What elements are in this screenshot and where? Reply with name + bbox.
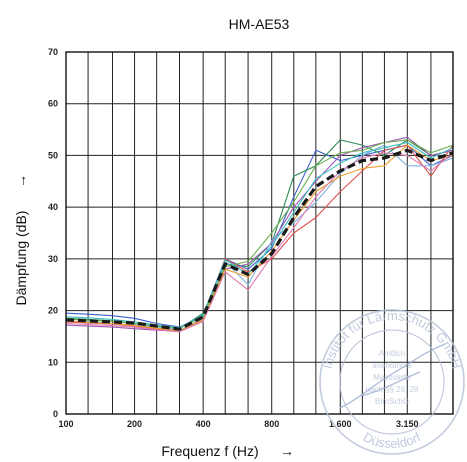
y-tick-label-0: 0 — [53, 409, 58, 419]
institute-stamp: Institut für Lärmschutz GmbH Düsseldorf … — [319, 308, 465, 455]
y-tick-label-6: 60 — [48, 99, 58, 109]
chart-title: HM-AE53 — [229, 16, 290, 32]
series-line-2 — [65, 144, 454, 332]
y-tick-label-5: 50 — [48, 150, 58, 160]
series-line-4 — [65, 144, 454, 331]
x-axis-label-arrow: → — [280, 443, 294, 459]
series-line-0 — [65, 144, 454, 328]
stamp-outer-bottom-text: Düsseldorf — [361, 429, 423, 451]
x-tick-label-4: 1.600 — [329, 419, 352, 429]
y-tick-labels: 0 10 20 30 40 50 60 70 — [48, 47, 58, 419]
series-lines — [65, 136, 454, 333]
stamp-line-2: anerkannte — [372, 361, 413, 370]
x-tick-label-1: 200 — [127, 419, 142, 429]
stamp-line-3: Messstelle — [373, 373, 411, 382]
series-line-5 — [65, 139, 454, 329]
stamp-line-5: BImSchG — [375, 397, 409, 406]
series-line-3 — [65, 136, 454, 332]
grid — [65, 51, 454, 415]
x-tick-label-2: 400 — [196, 419, 211, 429]
x-axis-label: Frequenz f (Hz) → — [161, 443, 294, 459]
series-line-mean — [65, 148, 454, 331]
x-tick-labels: 100 200 400 800 1.600 3.150 — [58, 419, 418, 429]
x-axis-label-text: Frequenz f (Hz) — [161, 443, 258, 459]
series-line-6 — [65, 144, 454, 332]
y-tick-label-3: 30 — [48, 254, 58, 264]
stamp-signature — [339, 343, 446, 409]
x-tick-label-5: 3.150 — [396, 419, 419, 429]
plot-frame — [65, 51, 454, 415]
series-line-7 — [65, 152, 454, 333]
stamp-line-1: Amtlich — [379, 349, 405, 358]
x-tick-label-0: 100 — [58, 419, 73, 429]
y-axis-label-text: Dämpfung (dB) — [13, 211, 29, 306]
stamp-line-4: nach §§ 26, 28 — [366, 385, 419, 394]
y-tick-label-2: 20 — [48, 306, 58, 316]
y-axis-label-arrow: → — [13, 174, 29, 188]
y-axis-label: Dämpfung (dB) → — [13, 174, 29, 305]
stamp-outer-ring — [319, 309, 465, 455]
x-tick-label-3: 800 — [264, 419, 279, 429]
series-line-1 — [65, 139, 454, 330]
series-line-8 — [65, 141, 454, 329]
y-tick-label-4: 40 — [48, 202, 58, 212]
y-tick-label-7: 70 — [48, 47, 58, 57]
y-tick-label-1: 10 — [48, 357, 58, 367]
stamp-inner-ring — [339, 329, 445, 435]
